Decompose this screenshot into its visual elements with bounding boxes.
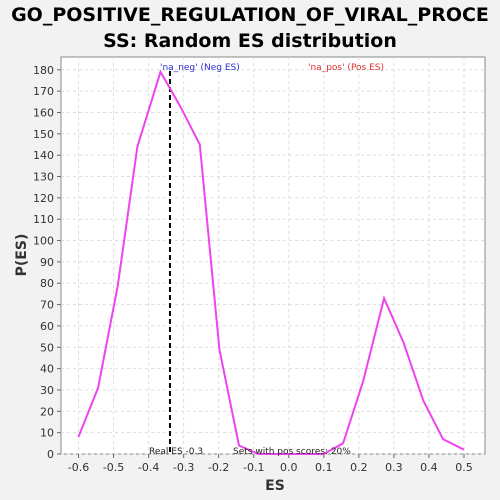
y-tick-label: 160 [33, 106, 54, 119]
x-tick-label: 0.1 [315, 461, 333, 474]
grid [61, 57, 485, 455]
y-tick-label: 30 [40, 384, 54, 397]
plot-area [60, 56, 486, 455]
x-tick-label: 0.5 [455, 461, 473, 474]
y-tick-label: 80 [40, 277, 54, 290]
y-tick-label: 180 [33, 64, 54, 77]
y-tick-label: 60 [40, 320, 54, 333]
y-tick-label: 140 [33, 149, 54, 162]
real-es-label: Real ES -0.3 [149, 447, 203, 457]
x-axis-label: ES [265, 478, 285, 494]
legend-pos: 'na_pos' (Pos ES) [308, 63, 384, 73]
x-tick-label: -0.1 [243, 461, 264, 474]
chart-title: GO_POSITIVE_REGULATION_OF_VIRAL_PROCE SS… [0, 2, 500, 54]
x-tick-label: -0.3 [173, 461, 194, 474]
x-tick-label: -0.4 [138, 461, 159, 474]
y-tick-label: 120 [33, 192, 54, 205]
pos-scores-label: Sets with pos scores: 20% [233, 447, 351, 457]
y-tick-label: 100 [33, 235, 54, 248]
y-tick-label: 110 [33, 213, 54, 226]
y-tick-label: 10 [40, 427, 54, 440]
x-tick-label: -0.5 [103, 461, 124, 474]
y-tick-label: 70 [40, 299, 54, 312]
x-tick-label: -0.2 [208, 461, 229, 474]
legend-neg: 'na_neg' (Neg ES) [160, 63, 240, 73]
y-axis-ticks: 0 10 20 30 40 50 60 70 80 90 100 110 120 130 140 150 160… [33, 64, 61, 461]
x-axis-ticks: -0.6 -0.5 -0.4 -0.3 -0.2 -0.1 0.0 0.1 0.2 0.3 0.4 0… [68, 454, 473, 474]
y-tick-label: 0 [47, 448, 54, 461]
y-tick-label: 130 [33, 171, 54, 184]
x-tick-label: 0.4 [420, 461, 438, 474]
y-tick-label: 20 [40, 405, 54, 418]
chart-title-line2: SS: Random ES distribution [103, 30, 397, 52]
y-tick-label: 50 [40, 341, 54, 354]
y-tick-label: 40 [40, 363, 54, 376]
y-tick-label: 170 [33, 85, 54, 98]
y-axis-label: P(ES) [14, 234, 30, 277]
x-tick-label: 0.3 [385, 461, 403, 474]
x-tick-label: 0.2 [350, 461, 368, 474]
y-tick-label: 90 [40, 256, 54, 269]
x-tick-label: -0.6 [68, 461, 89, 474]
chart-title-line1: GO_POSITIVE_REGULATION_OF_VIRAL_PROCE [11, 4, 489, 26]
series-line [77, 69, 465, 455]
x-tick-label: 0.0 [280, 461, 298, 474]
y-tick-label: 150 [33, 128, 54, 141]
